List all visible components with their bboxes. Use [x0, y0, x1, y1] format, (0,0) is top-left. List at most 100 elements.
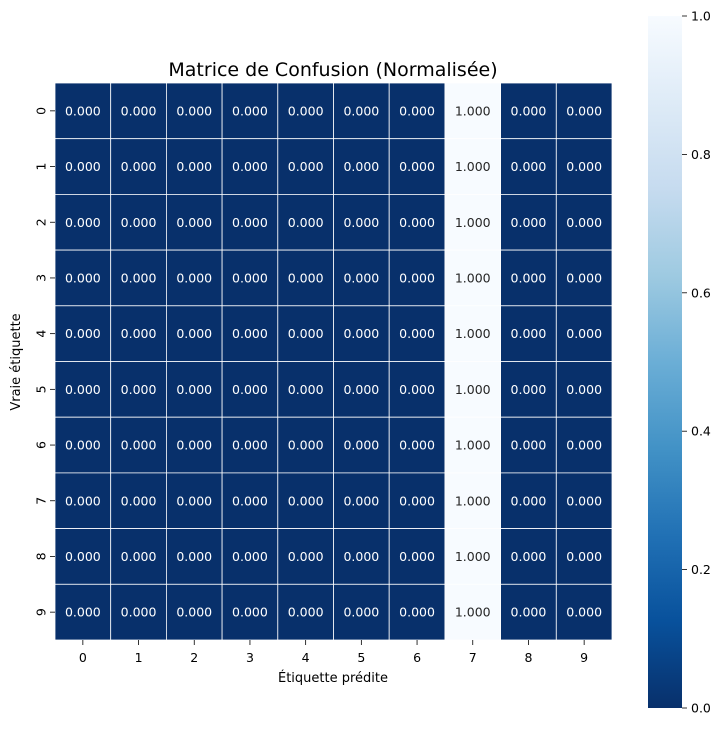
heatmap-cell: [110, 583, 167, 641]
y-tick-label: 4: [34, 330, 49, 338]
heatmap-cell: [54, 249, 112, 307]
heatmap-cell: [110, 193, 167, 251]
cell-value-label: 0.000: [65, 215, 101, 230]
heatmap-cell: [221, 583, 279, 641]
cell-value-label: 0.000: [399, 438, 435, 453]
cell-value-label: 0.000: [343, 493, 379, 508]
heatmap-cell: [277, 583, 334, 641]
heatmap-cell: [165, 472, 223, 529]
heatmap-cell: [333, 583, 390, 641]
heatmap-cell: [500, 305, 557, 362]
heatmap-cell: [555, 249, 613, 307]
heatmap-cell: [444, 472, 501, 529]
cell-value-label: 0.000: [176, 270, 212, 285]
heatmap-cell: [277, 472, 334, 529]
x-tick-label: 7: [469, 650, 477, 665]
x-tick-label: 2: [190, 650, 198, 665]
heatmap-cell: [500, 528, 557, 585]
heatmap-cell: [388, 528, 446, 585]
heatmap-cell: [555, 472, 613, 529]
cell-value-label: 0.000: [566, 326, 602, 341]
y-tick-label: 3: [34, 274, 49, 282]
y-tick-label: 6: [34, 441, 49, 449]
colorbar: 0.0 0.2 0.4 0.6 0.8 1.0: [648, 9, 711, 716]
colorbar-tick-label: 0.4: [691, 424, 711, 439]
cell-value-label: 1.000: [455, 382, 491, 397]
cell-value-label: 0.000: [232, 326, 268, 341]
heatmap-cell: [444, 138, 501, 195]
x-tick-label: 0: [79, 650, 87, 665]
heatmap-cell: [388, 583, 446, 641]
heatmap-cell: [444, 249, 501, 307]
cell-value-label: 0.000: [121, 215, 157, 230]
cell-value-label: 0.000: [288, 493, 324, 508]
heatmap-cell: [333, 138, 390, 195]
heatmap-cell: [555, 138, 613, 195]
y-tick-label: 0: [34, 107, 49, 115]
cell-value-label: 0.000: [399, 103, 435, 118]
cell-value-label: 0.000: [343, 605, 379, 620]
y-tick-label: 7: [34, 497, 49, 505]
heatmap-cell: [110, 528, 167, 585]
heatmap-cell: [110, 82, 167, 140]
cell-value-label: 0.000: [121, 326, 157, 341]
heatmap-cells: [54, 82, 613, 641]
heatmap-cell: [555, 193, 613, 251]
heatmap-cell: [165, 528, 223, 585]
heatmap-cell: [500, 249, 557, 307]
cell-value-label: 0.000: [511, 326, 547, 341]
cell-value-label: 0.000: [176, 215, 212, 230]
cell-value-label: 1.000: [455, 493, 491, 508]
heatmap-cell: [388, 193, 446, 251]
cell-value-label: 0.000: [176, 493, 212, 508]
colorbar-gradient: [648, 16, 682, 708]
cell-value-label: 0.000: [232, 493, 268, 508]
heatmap-cell: [555, 305, 613, 362]
cell-value-label: 0.000: [566, 103, 602, 118]
heatmap-cell: [333, 82, 390, 140]
cell-value-label: 0.000: [566, 549, 602, 564]
x-tick-label: 5: [357, 650, 365, 665]
cell-value-label: 0.000: [566, 159, 602, 174]
cell-value-label: 1.000: [455, 215, 491, 230]
heatmap-cell: [444, 583, 501, 641]
cell-value-label: 0.000: [566, 270, 602, 285]
x-tick-label: 4: [302, 650, 310, 665]
cell-value-label: 0.000: [288, 438, 324, 453]
cell-value-label: 1.000: [455, 438, 491, 453]
heatmap-cell: [110, 472, 167, 529]
heatmap-cell: [221, 82, 279, 140]
heatmap-cell: [165, 82, 223, 140]
cell-value-label: 0.000: [511, 438, 547, 453]
cell-value-label: 0.000: [399, 159, 435, 174]
cell-value-label: 0.000: [511, 103, 547, 118]
cell-value-label: 0.000: [566, 605, 602, 620]
heatmap-cell: [388, 416, 446, 474]
heatmap-cell: [277, 193, 334, 251]
cell-value-label: 0.000: [121, 605, 157, 620]
cell-value-label: 0.000: [176, 326, 212, 341]
cell-value-label: 0.000: [399, 326, 435, 341]
cell-value-label: 0.000: [232, 270, 268, 285]
cell-value-label: 0.000: [511, 382, 547, 397]
chart-title: Matrice de Confusion (Normalisée): [168, 59, 497, 81]
cell-value-label: 0.000: [176, 605, 212, 620]
cell-value-label: 0.000: [176, 159, 212, 174]
cell-value-label: 0.000: [65, 605, 101, 620]
cell-value-label: 0.000: [343, 215, 379, 230]
y-axis-label: Vraie étiquette: [9, 313, 24, 410]
cell-value-label: 0.000: [288, 549, 324, 564]
cell-value-label: 1.000: [455, 605, 491, 620]
cell-value-label: 0.000: [399, 493, 435, 508]
heatmap-cell: [500, 416, 557, 474]
cell-value-label: 0.000: [343, 103, 379, 118]
cell-value-label: 0.000: [399, 215, 435, 230]
heatmap-cell: [165, 361, 223, 418]
heatmap-cell: [333, 416, 390, 474]
cell-value-label: 0.000: [65, 493, 101, 508]
cell-value-label: 0.000: [65, 326, 101, 341]
heatmap-cell: [110, 138, 167, 195]
cell-value-label: 0.000: [511, 215, 547, 230]
x-tick-label: 6: [413, 650, 421, 665]
